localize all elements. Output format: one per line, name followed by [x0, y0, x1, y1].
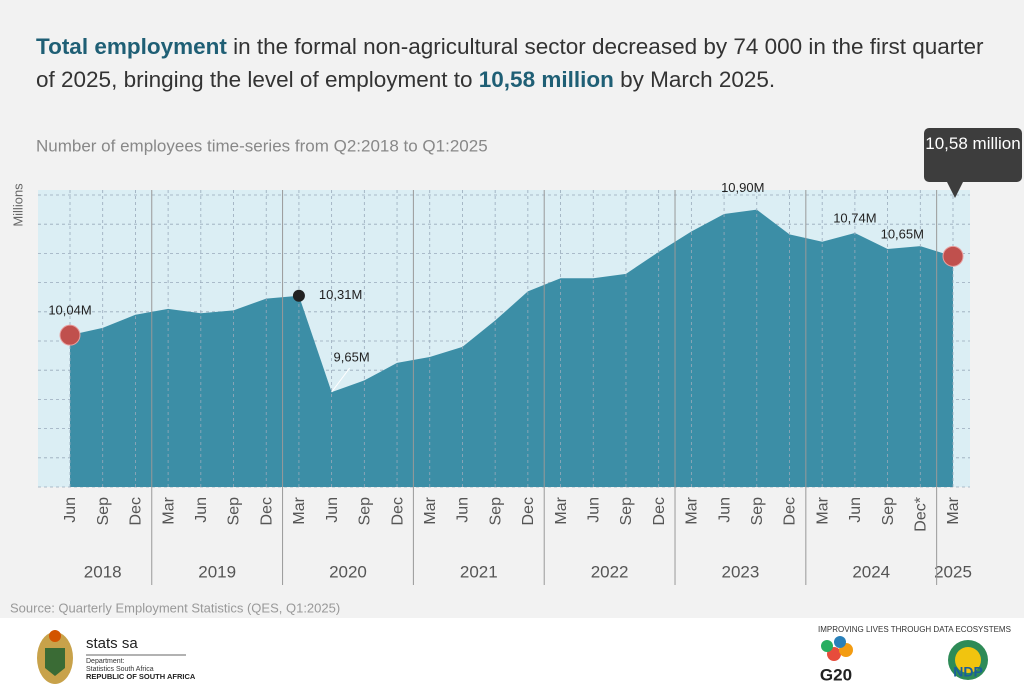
chart-title: Number of employees time-series from Q2:…	[36, 136, 488, 155]
x-tick-label: Dec*	[913, 497, 930, 532]
x-tick-label: Dec	[389, 497, 406, 525]
x-tick-label: Sep	[618, 497, 635, 526]
x-tick-label: Mar	[291, 496, 308, 524]
coat-of-arms	[37, 630, 73, 684]
x-tick-label: Dec	[782, 497, 799, 525]
headline: Total employment in the formal non-agric…	[36, 30, 996, 96]
year-label: 2022	[591, 562, 629, 581]
year-label: 2023	[722, 562, 760, 581]
value-label: 9,65M	[334, 350, 370, 365]
slogan: IMPROVING LIVES THROUGH DATA ECOSYSTEMS	[818, 625, 1011, 634]
x-tick-label: Dec	[651, 497, 668, 525]
x-tick-label: Jun	[62, 497, 79, 523]
value-label: 10,74M	[833, 210, 876, 225]
marker	[59, 324, 81, 346]
x-tick-label: Mar	[553, 496, 570, 524]
year-label: 2019	[198, 562, 236, 581]
dept: Department:	[86, 658, 125, 665]
headline-bold: Total employment	[36, 34, 227, 59]
leader-line	[331, 367, 351, 393]
g20-flower	[821, 636, 853, 661]
marker	[292, 289, 305, 302]
x-tick-label: Sep	[226, 497, 243, 526]
x-tick-label: Jun	[847, 497, 864, 523]
marker	[942, 245, 964, 267]
y-axis-label: Millions	[10, 183, 25, 227]
x-tick-label: Jun	[716, 497, 733, 523]
x-tick-label: Jun	[193, 497, 210, 523]
ndp: NDP	[953, 664, 983, 680]
footer-graphics: stats sa Department: Statistics South Af…	[37, 625, 1011, 684]
x-tick-label: Jun	[455, 497, 472, 523]
x-tick-label: Mar	[160, 496, 177, 524]
value-label: 10,65M	[881, 227, 924, 242]
x-tick-label: Mar	[945, 496, 962, 524]
value-label: 10,90M	[721, 180, 764, 195]
chart: Number of employees time-series from Q2:…	[10, 136, 972, 615]
value-label: 10,04M	[48, 303, 91, 318]
dept-name: Statistics South Africa	[86, 666, 154, 673]
x-tick-label: Sep	[749, 497, 766, 526]
callout: 10,58 million	[924, 128, 1022, 182]
headline-bold: 10,58 million	[478, 67, 614, 92]
x-tick-label: Sep	[880, 497, 897, 526]
g20: G20	[820, 665, 852, 684]
headline-text: in the formal non-agricultural sector de…	[36, 34, 984, 92]
x-tick-label: Dec	[258, 497, 275, 525]
x-tick-label: Dec	[128, 497, 145, 525]
source: Source: Quarterly Employment Statistics …	[10, 600, 340, 615]
x-tick-label: Jun	[324, 497, 341, 523]
area	[70, 209, 953, 487]
x-tick-label: Mar	[684, 496, 701, 524]
x-tick-label: Jun	[585, 497, 602, 523]
x-tick-label: Mar	[422, 496, 439, 524]
year-label: 2025	[934, 562, 972, 581]
year-label: 2018	[84, 562, 122, 581]
year-label: 2024	[852, 562, 890, 581]
year-label: 2020	[329, 562, 367, 581]
callout-pointer	[946, 180, 964, 198]
x-tick-label: Sep	[487, 497, 504, 526]
x-tick-label: Sep	[357, 497, 374, 526]
x-tick-label: Sep	[95, 497, 112, 526]
year-label: 2021	[460, 562, 498, 581]
country: REPUBLIC OF SOUTH AFRICA	[86, 672, 196, 681]
x-tick-label: Dec	[520, 497, 537, 525]
value-label: 10,31M	[319, 287, 362, 302]
brand: stats sa	[86, 635, 138, 652]
x-tick-label: Mar	[814, 496, 831, 524]
headline-text: by March 2025.	[613, 67, 776, 92]
footer: stats sa Department: Statistics South Af…	[0, 618, 1024, 698]
